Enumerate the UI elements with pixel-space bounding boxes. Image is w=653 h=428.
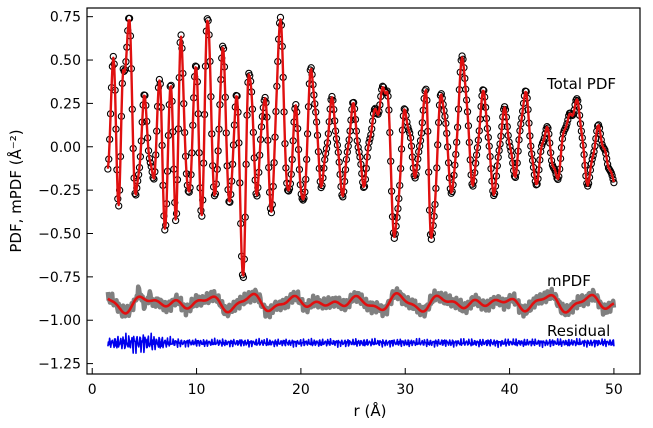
x-tick-label: 10 (188, 382, 206, 398)
residual-group (107, 332, 615, 354)
x-tick-label: 20 (292, 382, 310, 398)
residual-line (107, 332, 615, 354)
plot-frame (86, 7, 641, 375)
y-tick-label: 0.00 (50, 140, 81, 156)
x-tick-label: 30 (396, 382, 414, 398)
x-tick-label: 40 (501, 382, 519, 398)
y-tick-label: −0.25 (38, 183, 81, 199)
total-pdf-data-point (382, 88, 390, 96)
y-tick-label: 0.75 (50, 10, 81, 26)
mpdf-fit-line (107, 292, 615, 315)
y-tick-label: −1.00 (38, 313, 81, 329)
y-tick-label: −0.50 (38, 226, 81, 242)
y-axis-label: PDF, mPDF (Å⁻²) (6, 129, 25, 252)
x-tick-label: 50 (605, 382, 623, 398)
plot-area (104, 13, 618, 354)
x-tick-label: 0 (88, 382, 97, 398)
annotation-residual: Residual (547, 322, 610, 340)
y-tick-label: 0.25 (50, 96, 81, 112)
y-tick-label: 0.50 (50, 53, 81, 69)
x-axis-label: r (Å) (354, 401, 387, 420)
mpdf-data-line (105, 284, 617, 320)
total-pdf-fit-group (106, 18, 616, 277)
annotation-total-pdf: Total PDF (546, 75, 616, 93)
annotation-mpdf: mPDF (547, 272, 591, 290)
axis-ticks: 0 10 20 30 40 50 0.75 0.50 0.25 0.00 −0.25 −0.50 −0.… (38, 10, 623, 398)
total-pdf-fit-line (106, 18, 616, 277)
y-tick-label: −1.25 (38, 357, 81, 373)
mpdf-group (105, 284, 617, 320)
y-tick-label: −0.75 (38, 270, 81, 286)
